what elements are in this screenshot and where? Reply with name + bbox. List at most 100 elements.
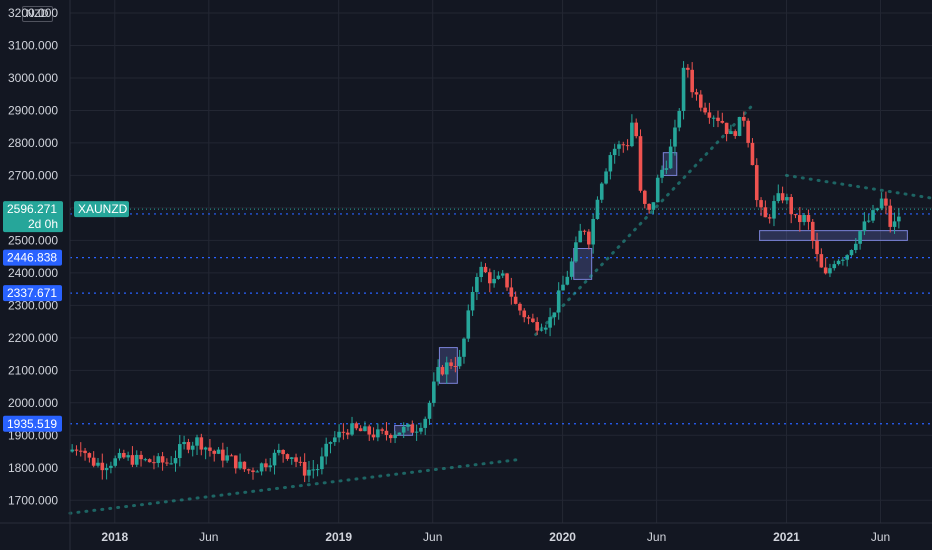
candle-body (333, 437, 337, 443)
y-tick-label: 1700.000 (8, 493, 58, 507)
level-label-box[interactable] (3, 415, 62, 432)
candle-body (182, 442, 186, 445)
candle-body (470, 291, 475, 311)
candle-body (401, 426, 406, 433)
candle-body (225, 455, 229, 461)
candle-body (767, 217, 772, 219)
y-tick-label: 2400.000 (8, 266, 58, 280)
candle-body (724, 122, 729, 135)
symbol-label: XAUNZD (78, 202, 128, 216)
candle-body (836, 260, 841, 265)
candle-body (875, 208, 880, 211)
candle-body (104, 467, 109, 471)
level-label-box[interactable] (3, 285, 62, 302)
candle-body (884, 198, 888, 206)
candle-body (617, 144, 621, 149)
candle-body (772, 201, 776, 219)
candle-body (677, 110, 682, 128)
candle-body (655, 177, 660, 203)
candle-body (432, 381, 436, 403)
candle-body (294, 457, 298, 462)
candle-body (229, 455, 234, 457)
candle-body (259, 463, 264, 472)
candle-body (380, 429, 384, 431)
candle-body (785, 197, 789, 201)
candle-body (681, 67, 686, 111)
candle-body (668, 146, 673, 169)
level-label-box[interactable] (3, 249, 62, 266)
candle-body (565, 276, 570, 285)
candle-body (587, 231, 591, 245)
symbol-box[interactable] (74, 201, 129, 218)
candle-body (109, 465, 113, 468)
candle-body (147, 459, 152, 463)
current-price-box[interactable] (3, 201, 63, 233)
candle-body (526, 317, 531, 319)
candle-body (518, 303, 522, 311)
candle-body (475, 277, 479, 292)
candle-body (500, 273, 505, 276)
candle-body (823, 267, 828, 274)
y-tick-label: 2700.000 (8, 168, 58, 182)
currency-badge[interactable]: NZD (22, 6, 53, 22)
candle-body (810, 221, 815, 241)
candle-body (522, 310, 527, 318)
candle-body (233, 455, 238, 469)
candle-body (634, 122, 638, 137)
candle-body (117, 452, 122, 459)
candle-body (350, 423, 354, 435)
candle-body (711, 117, 716, 119)
candle-body (496, 275, 501, 279)
candle-body (466, 310, 471, 339)
candle-body (272, 452, 277, 466)
candle-body (638, 136, 643, 191)
candle-body (130, 455, 135, 465)
candle-body (242, 461, 247, 470)
candle-body (337, 431, 341, 438)
candle-body (853, 243, 858, 250)
candle-body (436, 367, 440, 382)
candle-body (578, 230, 583, 243)
candle-body (793, 214, 798, 216)
candle-body (591, 218, 595, 245)
candle-body (841, 259, 845, 261)
trend-line-dotted[interactable] (68, 458, 520, 515)
candle-body (729, 131, 733, 135)
candle-body (122, 452, 126, 458)
candle-body (574, 242, 578, 262)
candle-body (345, 432, 350, 435)
y-tick-label: 2300.000 (8, 298, 58, 312)
candle-body (281, 449, 285, 455)
candle-body (720, 120, 725, 123)
candle-body (815, 240, 819, 255)
candle-body (354, 423, 359, 429)
candle-body (647, 203, 651, 210)
candle-body (320, 456, 324, 470)
zone-box[interactable] (759, 230, 908, 241)
candle-body (367, 426, 372, 435)
candle-body (742, 116, 746, 121)
candle-body (307, 469, 311, 476)
y-tick-label: 2500.000 (8, 233, 58, 247)
candle-body (358, 428, 363, 432)
candle-body (70, 449, 74, 452)
y-tick-label: 2100.000 (8, 363, 58, 377)
candle-body (625, 145, 630, 147)
trend-line-dotted[interactable] (784, 173, 932, 200)
candle-body (96, 462, 100, 466)
candle-body (509, 287, 514, 297)
candle-body (664, 168, 669, 170)
candle-body (251, 470, 255, 473)
candle-body (798, 215, 802, 223)
candle-body (746, 120, 750, 143)
candle-body (78, 450, 83, 452)
zone-box[interactable] (573, 248, 593, 280)
candle-body (298, 461, 303, 463)
candle-body (599, 183, 604, 200)
trend-line-dotted[interactable] (534, 105, 753, 337)
candle-body (246, 469, 251, 471)
candle-body (483, 266, 488, 273)
candle-body (462, 338, 466, 357)
candle-body (556, 290, 561, 313)
